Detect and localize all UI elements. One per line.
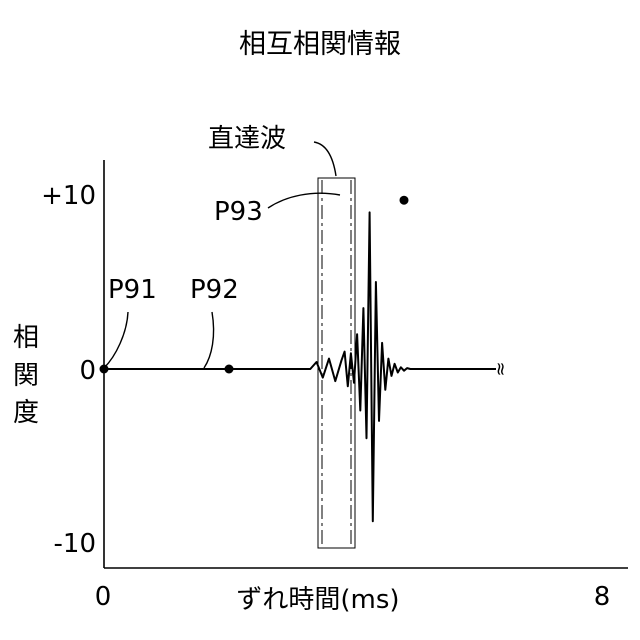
point-p91-marker <box>100 365 109 374</box>
x-tick-label-max: 8 <box>594 582 611 612</box>
point-p93-leader <box>268 193 340 208</box>
point-p92-label: P92 <box>190 275 239 305</box>
y-tick-label-max: +10 <box>41 181 96 211</box>
point-p92-marker <box>225 365 234 374</box>
x-axis-label: ずれ時間(ms) <box>236 585 399 615</box>
y-tick-label-zero: 0 <box>79 356 96 386</box>
point-p93-label: P93 <box>214 197 263 227</box>
point-p92-leader <box>204 312 214 368</box>
direct-wave-label: 直達波 <box>208 124 286 154</box>
correlation-series-line <box>104 212 496 521</box>
x-tick-label-min: 0 <box>95 582 112 612</box>
y-tick-label-min: -10 <box>54 529 96 559</box>
point-p93-marker <box>400 196 409 205</box>
y-axis-label-char-1: 相 <box>13 323 39 353</box>
point-p91-label: P91 <box>108 275 157 305</box>
y-axis-label-char-3: 度 <box>13 398 39 428</box>
chart-title: 相互相関情報 <box>239 29 401 60</box>
direct-wave-leader <box>314 142 336 176</box>
y-axis-label-char-2: 関 <box>13 361 39 391</box>
point-p91-leader <box>104 312 128 368</box>
